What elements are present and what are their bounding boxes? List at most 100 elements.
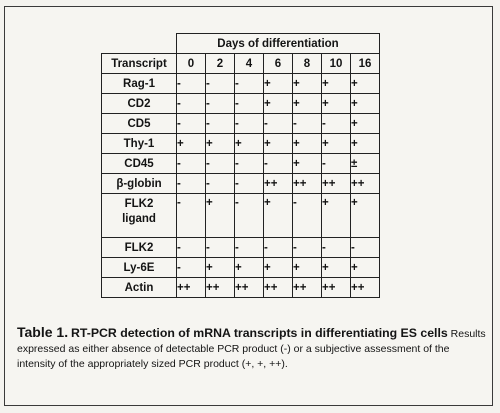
result-cell: - [234,113,264,134]
day-header: 6 [263,53,293,74]
table-row: Ly-6E - + + + + + + [101,257,380,278]
transcript-name: CD45 [101,153,177,174]
caption-title: RT-PCR detection of mRNA transcripts in … [71,326,448,340]
result-cell: + [176,133,206,154]
table-row: Actin ++ ++ ++ ++ ++ ++ ++ [101,277,380,298]
result-cell: - [263,113,293,134]
result-cell: - [234,153,264,174]
day-header: 10 [321,53,351,74]
result-cell: + [350,73,380,94]
day-header: 8 [292,53,322,74]
result-cell: - [176,237,206,258]
pcr-table: Days of differentiation Transcript 0 2 4… [101,33,380,298]
result-cell: + [292,93,322,114]
result-cell: ++ [263,277,293,298]
result-cell: - [205,73,235,94]
result-cell: - [176,73,206,94]
result-cell: - [205,237,235,258]
transcript-name: CD2 [101,93,177,114]
result-cell: + [234,257,264,278]
result-cell: - [176,113,206,134]
figure-frame: Days of differentiation Transcript 0 2 4… [4,6,493,406]
result-cell: - [176,153,206,174]
result-cell: - [234,173,264,194]
result-cell: ± [350,153,380,174]
result-cell: ++ [292,173,322,194]
result-cell: + [205,133,235,154]
result-cell: + [321,93,351,114]
result-cell: ++ [350,277,380,298]
result-cell: ++ [292,277,322,298]
result-cell: - [176,173,206,194]
table-row: β-globin - - - ++ ++ ++ ++ [101,173,380,194]
caption-label: Table 1. [17,324,69,340]
blank-corner [101,33,177,54]
day-header: 16 [350,53,380,74]
table-row: CD45- - - - + - ± [101,153,380,174]
transcript-name: CD5 [101,113,177,134]
result-cell: ++ [176,277,206,298]
day-header: 4 [234,53,264,74]
result-cell: - [205,113,235,134]
table-row: Thy-1 + + + + + + + [101,133,380,154]
result-cell: + [234,133,264,154]
result-cell: + [263,93,293,114]
result-cell: + [321,257,351,278]
result-cell: + [263,73,293,94]
result-cell: + [292,153,322,174]
table-row: CD5- - - - - - + [101,113,380,134]
transcript-name: β-globin [101,173,177,194]
result-cell: + [263,193,293,238]
result-cell: - [205,173,235,194]
result-cell: + [321,73,351,94]
transcript-name: FLK2 [101,237,177,258]
result-cell: + [350,193,380,238]
result-cell: - [234,193,264,238]
transcript-name: Rag-1 [101,73,177,94]
result-cell: ++ [205,277,235,298]
table-row: Rag-1- - - + + + + [101,73,380,94]
result-cell: - [263,237,293,258]
result-cell: + [292,257,322,278]
result-cell: + [292,73,322,94]
transcript-name: FLK2 ligand [101,193,177,238]
result-cell: - [176,193,206,238]
caption-body: Results expressed as either absence of d… [17,328,486,370]
group-header-row: Days of differentiation [101,33,380,54]
result-cell: + [205,193,235,238]
result-cell: + [350,93,380,114]
day-header: 0 [176,53,206,74]
result-cell: ++ [321,277,351,298]
result-cell: - [176,257,206,278]
result-cell: ++ [350,173,380,194]
transcript-name: Actin [101,277,177,298]
result-cell: - [292,193,322,238]
column-header-row: Transcript 0 2 4 6 8 10 16 [101,53,380,74]
result-cell: - [350,237,380,258]
result-cell: - [263,153,293,174]
result-cell: + [321,133,351,154]
result-cell: + [350,113,380,134]
result-cell: + [205,257,235,278]
table-row: FLK2- - - - - - - [101,237,380,258]
result-cell: - [234,73,264,94]
result-cell: ++ [234,277,264,298]
result-cell: ++ [321,173,351,194]
result-cell: - [234,237,264,258]
table-row: CD2- - - + + + + [101,93,380,114]
result-cell: - [205,93,235,114]
result-cell: + [292,133,322,154]
result-cell: + [350,257,380,278]
days-header: Days of differentiation [176,33,380,54]
result-cell: + [350,133,380,154]
result-cell: - [321,237,351,258]
table-caption: Table 1. RT-PCR detection of mRNA transc… [17,325,487,372]
result-cell: - [321,113,351,134]
result-cell: + [263,257,293,278]
day-header: 2 [205,53,235,74]
result-cell: - [292,113,322,134]
result-cell: + [321,193,351,238]
result-cell: - [176,93,206,114]
result-cell: + [263,133,293,154]
result-cell: - [234,93,264,114]
